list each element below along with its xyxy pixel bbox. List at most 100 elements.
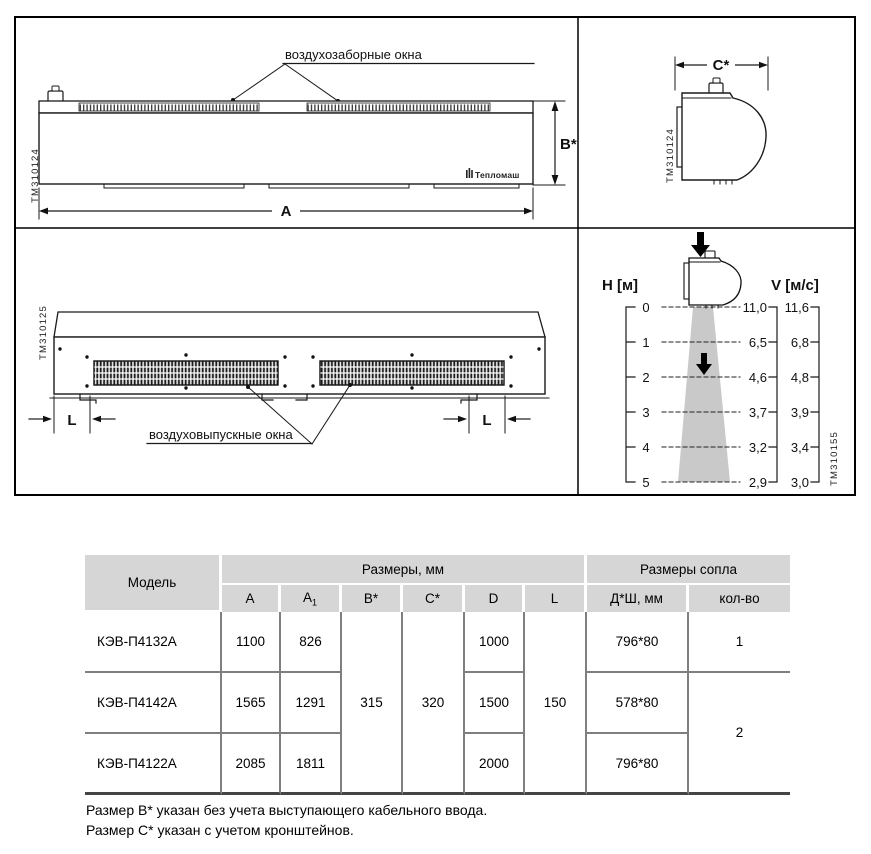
part-code-airflow: TM310155 <box>829 431 840 486</box>
height-mark: 4 <box>642 440 649 455</box>
footnote-b: Размер B* указан без учета выступающего … <box>86 802 488 818</box>
dim-c-extension-lines <box>674 56 769 91</box>
dim-a-label: A <box>281 203 292 220</box>
cell-a: 1100 <box>222 612 281 673</box>
table-row: КЭВ-П4132А 1100 826 315 320 1000 150 796… <box>85 612 790 795</box>
cell-d: 1000 <box>465 612 525 673</box>
unit-body-side <box>681 92 767 181</box>
header-col-nozzle-size: Д*Ш, мм <box>587 585 689 612</box>
velocity-primary: 2,9 <box>749 475 767 490</box>
velocity-secondary-bracket <box>810 306 820 483</box>
cable-gland-cap <box>51 85 60 92</box>
height-scale-bracket <box>625 306 636 483</box>
cell-c-merged: 320 <box>403 612 465 795</box>
drawing-svg: TM310124 воздухозаборные окна Тепломаш B… <box>14 16 856 496</box>
dim-l-left-arrow-in <box>43 415 52 423</box>
level-dashed-lines <box>661 306 741 483</box>
unit-top-facet <box>53 311 546 338</box>
dim-l-left-arrow-out <box>92 415 101 423</box>
cell-nozzle: 578*80 <box>587 673 689 734</box>
dim-l-right-arrow-in <box>458 415 467 423</box>
part-code-bottom: TM310125 <box>38 305 49 360</box>
dim-a-arrow-left <box>39 207 48 215</box>
airflow-diagram: TM310155 H [м] V [м/с] 0 1 2 3 4 5 <box>602 232 840 490</box>
header-col-d: D <box>465 585 525 612</box>
cell-nozzle: 796*80 <box>587 734 689 795</box>
side-bottom-ticks <box>713 179 733 185</box>
cell-model: КЭВ-П4142А <box>85 673 222 734</box>
height-mark: 1 <box>642 335 649 350</box>
dim-l-right-arrow-out <box>507 415 516 423</box>
dim-b-label: B* <box>560 136 577 153</box>
dim-l-left-label: L <box>67 412 76 429</box>
velocity-primary: 3,7 <box>749 405 767 420</box>
front-view: TM310124 воздухозаборные окна Тепломаш B… <box>30 47 577 220</box>
dim-c-arrow-left <box>675 61 684 69</box>
velocity-secondary: 11,6 <box>785 300 809 315</box>
header-col-c: C* <box>403 585 465 612</box>
dim-c-label: C* <box>713 57 730 74</box>
dim-b-arrow-down <box>551 175 559 185</box>
dimensions-table: Модель Размеры, мм Размеры сопла A A1 B*… <box>85 555 790 795</box>
cable-gland-cap-side <box>712 77 721 84</box>
header-group-dimensions: Размеры, мм <box>222 555 587 585</box>
cell-d: 2000 <box>465 734 525 795</box>
cell-qty: 1 <box>689 612 790 673</box>
cell-a: 2085 <box>222 734 281 795</box>
mounting-clips <box>79 393 478 404</box>
jet-arrow-head <box>696 364 712 375</box>
velocity-primary: 11,0 <box>743 300 767 315</box>
part-code-side: TM310124 <box>665 128 676 183</box>
cell-a1: 1291 <box>281 673 342 734</box>
header-col-b: B* <box>342 585 403 612</box>
grille-slats-right <box>320 366 504 380</box>
intake-grille-left <box>78 102 260 112</box>
cell-qty-merged: 2 <box>689 673 790 795</box>
cell-nozzle: 796*80 <box>587 612 689 673</box>
bottom-panels <box>103 183 520 189</box>
header-col-a1: A1 <box>281 585 342 612</box>
cell-model: КЭВ-П4122А <box>85 734 222 795</box>
dim-a-arrow-right <box>524 207 533 215</box>
leader-dot <box>348 383 352 387</box>
cell-d: 1500 <box>465 673 525 734</box>
velocity-secondary: 4,8 <box>791 370 809 385</box>
height-axis-label: H [м] <box>602 277 638 294</box>
table-row: КЭВ-П4122А 2085 1811 2000 796*80 <box>85 734 790 795</box>
unit-body-front <box>38 112 534 185</box>
cell-model: КЭВ-П4132А <box>85 612 222 673</box>
cable-gland <box>47 90 64 103</box>
header-col-l: L <box>525 585 587 612</box>
height-mark: 3 <box>642 405 649 420</box>
airflow-unit-body <box>688 257 742 306</box>
velocity-secondary: 3,9 <box>791 405 809 420</box>
intake-leader-lines <box>232 63 339 102</box>
dim-b-arrow-up <box>551 101 559 111</box>
cell-a1: 826 <box>281 612 342 673</box>
dim-l-right-label: L <box>482 412 491 429</box>
part-code-front: TM310124 <box>30 148 41 203</box>
header-col-a: A <box>222 585 281 612</box>
side-view: TM310124 C* <box>665 56 769 185</box>
velocity-primary: 6,5 <box>749 335 767 350</box>
header-group-nozzle: Размеры сопла <box>587 555 790 585</box>
dim-a-extension-lines <box>38 187 534 220</box>
cell-a: 1565 <box>222 673 281 734</box>
header-model: Модель <box>85 555 222 612</box>
velocity-secondary: 6,8 <box>791 335 809 350</box>
outlet-leader-lines <box>247 384 351 445</box>
intake-windows-label: воздухозаборные окна <box>285 47 423 62</box>
cell-l-merged: 150 <box>525 612 587 795</box>
bottom-view: TM310125 L L возд <box>28 305 550 445</box>
dim-c-arrow-right <box>759 61 768 69</box>
inflow-arrow-shaft <box>697 232 704 245</box>
footnotes: Размер B* указан без учета выступающего … <box>86 800 487 840</box>
dim-c-label-bg <box>707 56 735 73</box>
velocity-primary: 4,6 <box>749 370 767 385</box>
screw-dots <box>58 347 541 390</box>
dim-b-extension-lines <box>532 100 566 186</box>
frame-border <box>14 16 856 496</box>
height-mark: 2 <box>642 370 649 385</box>
velocity-axis-label: V [м/с] <box>771 277 819 294</box>
velocity-secondary: 3,4 <box>791 440 809 455</box>
